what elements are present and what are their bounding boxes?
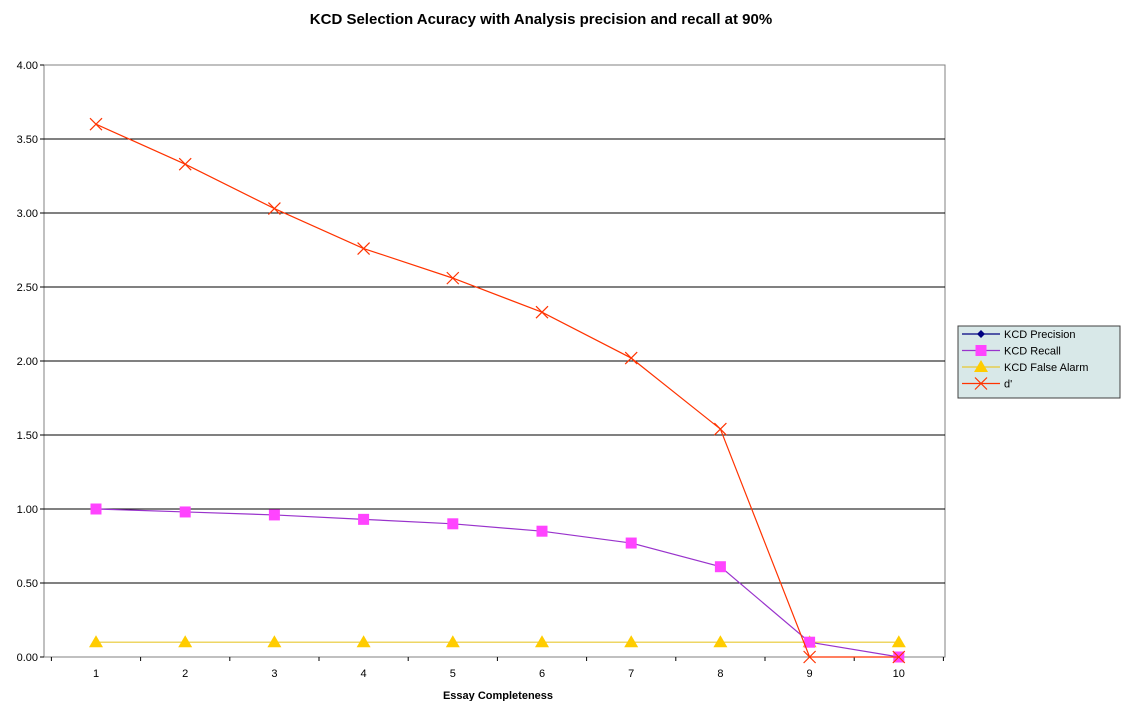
y-tick-label: 1.50 — [17, 430, 38, 442]
data-point — [804, 636, 816, 648]
x-tick-label: 9 — [807, 668, 813, 680]
legend-item: KCD Recall — [962, 345, 1061, 358]
y-tick-label: 2.00 — [17, 356, 38, 368]
legend-label: KCD False Alarm — [1004, 362, 1088, 374]
data-point — [625, 537, 637, 549]
legend: KCD Precision KCD Recall KCD False Alarm d' — [957, 325, 1121, 399]
data-point — [891, 635, 906, 648]
y-tick-label: 3.50 — [17, 134, 38, 146]
data-point — [267, 202, 281, 215]
data-point — [178, 157, 192, 171]
data-point — [803, 650, 817, 664]
data-point — [178, 635, 193, 648]
x-axis: 1 2 3 4 5 6 7 8 9 10 — [50, 657, 944, 680]
data-point — [89, 635, 103, 648]
data-point — [713, 635, 728, 648]
y-tick-label: 0.00 — [17, 652, 38, 664]
legend-item: KCD Precision — [962, 329, 1076, 341]
legend-item: KCD False Alarm — [962, 360, 1088, 374]
data-point — [714, 561, 726, 573]
series-3 — [89, 117, 906, 664]
y-axis: 0.00 0.50 1.00 1.50 2.00 2.50 3.00 3.50 4.00 — [17, 60, 44, 664]
x-tick-label: 10 — [893, 668, 905, 680]
legend-label: KCD Recall — [1004, 346, 1061, 358]
legend-label: d' — [1004, 379, 1012, 391]
data-point — [624, 635, 639, 648]
data-point — [536, 525, 548, 537]
data-point — [892, 650, 906, 664]
series-layer — [89, 117, 906, 664]
data-point — [446, 271, 460, 285]
x-tick-label: 8 — [717, 668, 723, 680]
series-line — [95, 508, 899, 658]
series-line — [95, 123, 899, 658]
data-point — [535, 305, 549, 319]
y-tick-label: 1.00 — [17, 504, 38, 516]
data-point — [357, 242, 371, 255]
x-tick-label: 2 — [182, 668, 188, 680]
data-point — [179, 506, 191, 518]
data-point — [535, 635, 549, 648]
legend-item: d' — [962, 377, 1012, 391]
y-tick-label: 0.50 — [17, 578, 38, 590]
legend-marker — [974, 360, 988, 372]
gridlines — [44, 138, 945, 584]
data-point — [268, 509, 280, 521]
data-point — [267, 635, 282, 648]
data-point — [358, 513, 370, 525]
data-point — [447, 518, 459, 530]
y-tick-label: 3.00 — [17, 208, 38, 220]
legend-marker — [974, 377, 988, 390]
legend-box — [957, 325, 1121, 399]
x-tick-label: 3 — [271, 668, 277, 680]
chart-title: KCD Selection Acuracy with Analysis prec… — [310, 11, 772, 28]
data-point — [713, 422, 727, 436]
data-point — [356, 635, 371, 648]
data-point — [445, 635, 460, 648]
data-point — [90, 503, 102, 515]
data-point — [624, 351, 638, 365]
x-tick-label: 4 — [361, 668, 367, 680]
x-tick-label: 6 — [539, 668, 545, 680]
legend-marker — [975, 345, 987, 356]
data-point — [89, 117, 103, 131]
x-tick-label: 5 — [450, 668, 456, 680]
legend-marker — [977, 330, 985, 338]
x-tick-label: 1 — [93, 668, 99, 680]
x-axis-label: Essay Completeness — [443, 690, 553, 701]
x-tick-label: 7 — [628, 668, 634, 680]
legend-label: KCD Precision — [1004, 329, 1076, 341]
y-tick-label: 4.00 — [17, 60, 38, 72]
y-tick-label: 2.50 — [17, 282, 38, 294]
